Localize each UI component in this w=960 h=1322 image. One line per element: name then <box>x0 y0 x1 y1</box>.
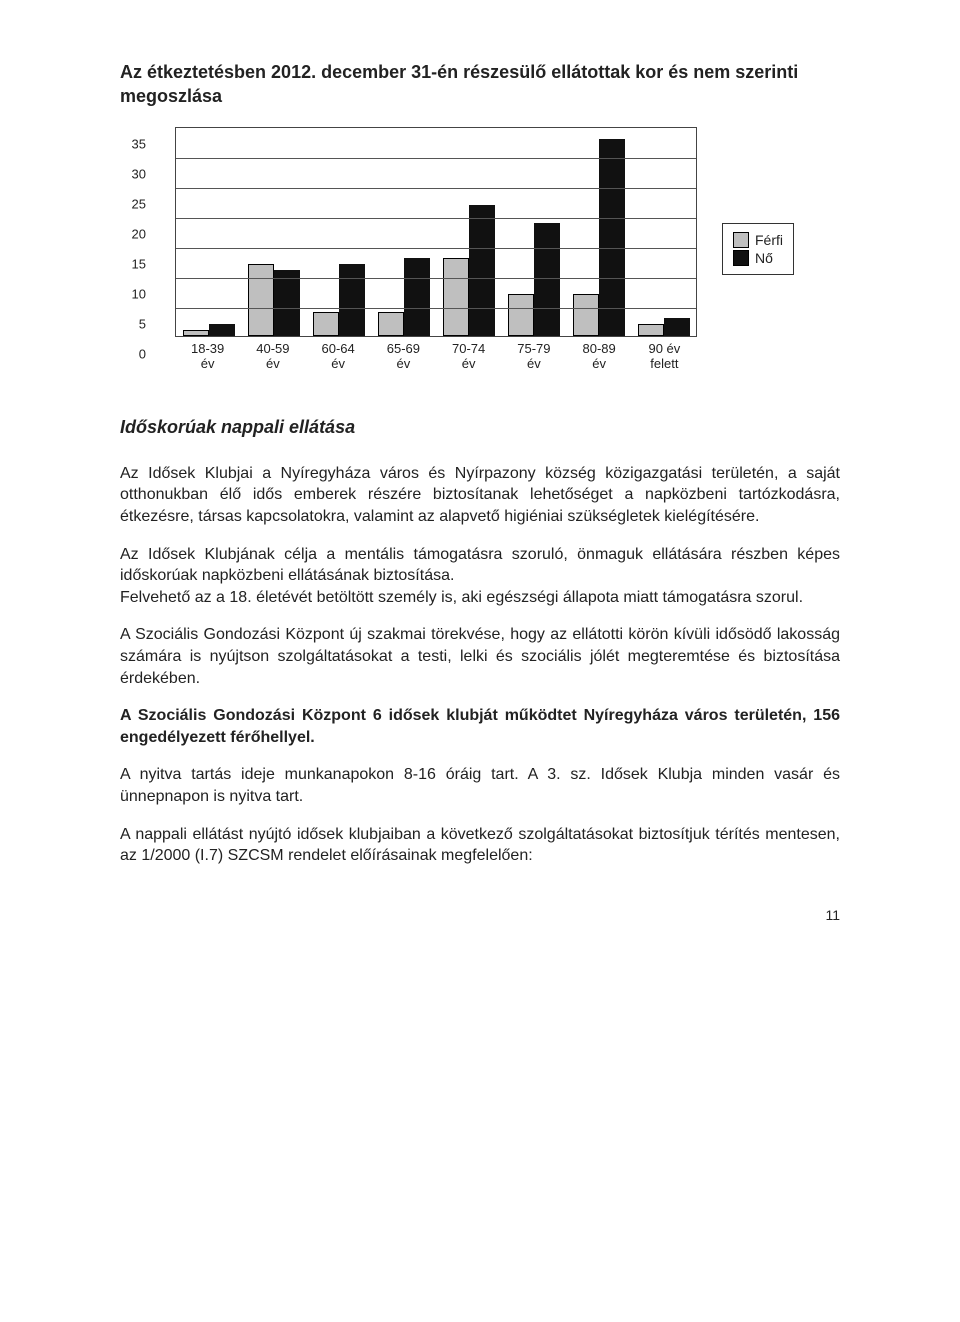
section-heading: Időskorúak nappali ellátása <box>120 417 840 438</box>
gridline <box>176 278 696 279</box>
chart-plot <box>175 127 697 337</box>
x-tick-label: 18-39év <box>175 341 240 372</box>
chart-region: 0 5 10 15 20 25 30 35 18-39év40-59év60-64év65-6… <box>120 127 840 372</box>
bar-ferfi <box>573 294 599 336</box>
paragraph-6: A nyitva tartás ideje munkanapokon 8-16 … <box>120 764 840 807</box>
x-tick-label: 60-64év <box>306 341 371 372</box>
legend-item-ferfi: Férfi <box>733 232 783 248</box>
paragraph-5-bold: A Szociális Gondozási Központ 6 idősek k… <box>120 705 840 748</box>
bar-group <box>501 128 566 336</box>
legend-label-no: Nő <box>755 250 773 266</box>
bar-no <box>534 223 560 336</box>
gridline <box>176 218 696 219</box>
y-axis: 05101520253035 <box>120 144 150 354</box>
x-tick-label: 70-74év <box>436 341 501 372</box>
y-tick-label: 0 <box>124 347 146 362</box>
bar-no <box>339 264 365 335</box>
y-tick-label: 5 <box>124 317 146 332</box>
bar-group <box>241 128 306 336</box>
bar-ferfi <box>378 312 404 336</box>
bar-ferfi <box>638 324 664 336</box>
chart-box: 18-39év40-59év60-64év65-69év70-74év75-79… <box>175 127 697 372</box>
x-tick-label: 40-59év <box>240 341 305 372</box>
bar-no <box>404 258 430 335</box>
chart-legend: Férfi Nő <box>722 223 794 275</box>
bar-group <box>176 128 241 336</box>
y-tick-label: 20 <box>124 227 146 242</box>
gridline <box>176 188 696 189</box>
y-tick-label: 15 <box>124 257 146 272</box>
bar-no <box>599 139 625 335</box>
legend-swatch-no <box>733 250 749 266</box>
paragraph-1: Az Idősek Klubjai a Nyíregyháza város és… <box>120 463 840 528</box>
legend-label-ferfi: Férfi <box>755 232 783 248</box>
y-tick-label: 25 <box>124 197 146 212</box>
y-tick-label: 35 <box>124 137 146 152</box>
paragraph-7: A nappali ellátást nyújtó idősek klubjai… <box>120 824 840 867</box>
y-tick-label: 30 <box>124 167 146 182</box>
x-tick-label: 65-69év <box>371 341 436 372</box>
document-title: Az étkeztetésben 2012. december 31-én ré… <box>120 60 840 109</box>
gridline <box>176 308 696 309</box>
bar-ferfi <box>443 258 469 335</box>
y-tick-label: 10 <box>124 287 146 302</box>
paragraph-4: A Szociális Gondozási Központ új szakmai… <box>120 624 840 689</box>
bar-ferfi <box>313 312 339 336</box>
bar-group <box>436 128 501 336</box>
page-number: 11 <box>120 907 840 923</box>
bar-no <box>209 324 235 336</box>
x-axis-labels: 18-39év40-59év60-64év65-69év70-74év75-79… <box>175 341 697 372</box>
bar-group <box>371 128 436 336</box>
title-line1: Az étkeztetésben 2012. december 31-én ré… <box>120 62 798 82</box>
bar-no <box>664 318 690 336</box>
bar-group <box>306 128 371 336</box>
bar-ferfi <box>183 330 209 336</box>
bar-no <box>274 270 300 335</box>
title-line2: megoszlása <box>120 86 222 106</box>
legend-swatch-ferfi <box>733 232 749 248</box>
bar-group <box>566 128 631 336</box>
x-tick-label: 75-79év <box>501 341 566 372</box>
bar-ferfi <box>248 264 274 335</box>
legend-item-no: Nő <box>733 250 783 266</box>
bar-ferfi <box>508 294 534 336</box>
x-tick-label: 90 évfelett <box>632 341 697 372</box>
bar-no <box>469 205 495 336</box>
chart-bars <box>176 128 696 336</box>
paragraph-2: Az Idősek Klubjának célja a mentális tám… <box>120 544 840 609</box>
x-tick-label: 80-89év <box>567 341 632 372</box>
gridline <box>176 248 696 249</box>
paragraph-3: Felvehető az a 18. életévét betöltött sz… <box>120 589 803 606</box>
gridline <box>176 158 696 159</box>
paragraph-2a: Az Idősek Klubjának célja a mentális tám… <box>120 546 840 585</box>
bar-group <box>631 128 696 336</box>
